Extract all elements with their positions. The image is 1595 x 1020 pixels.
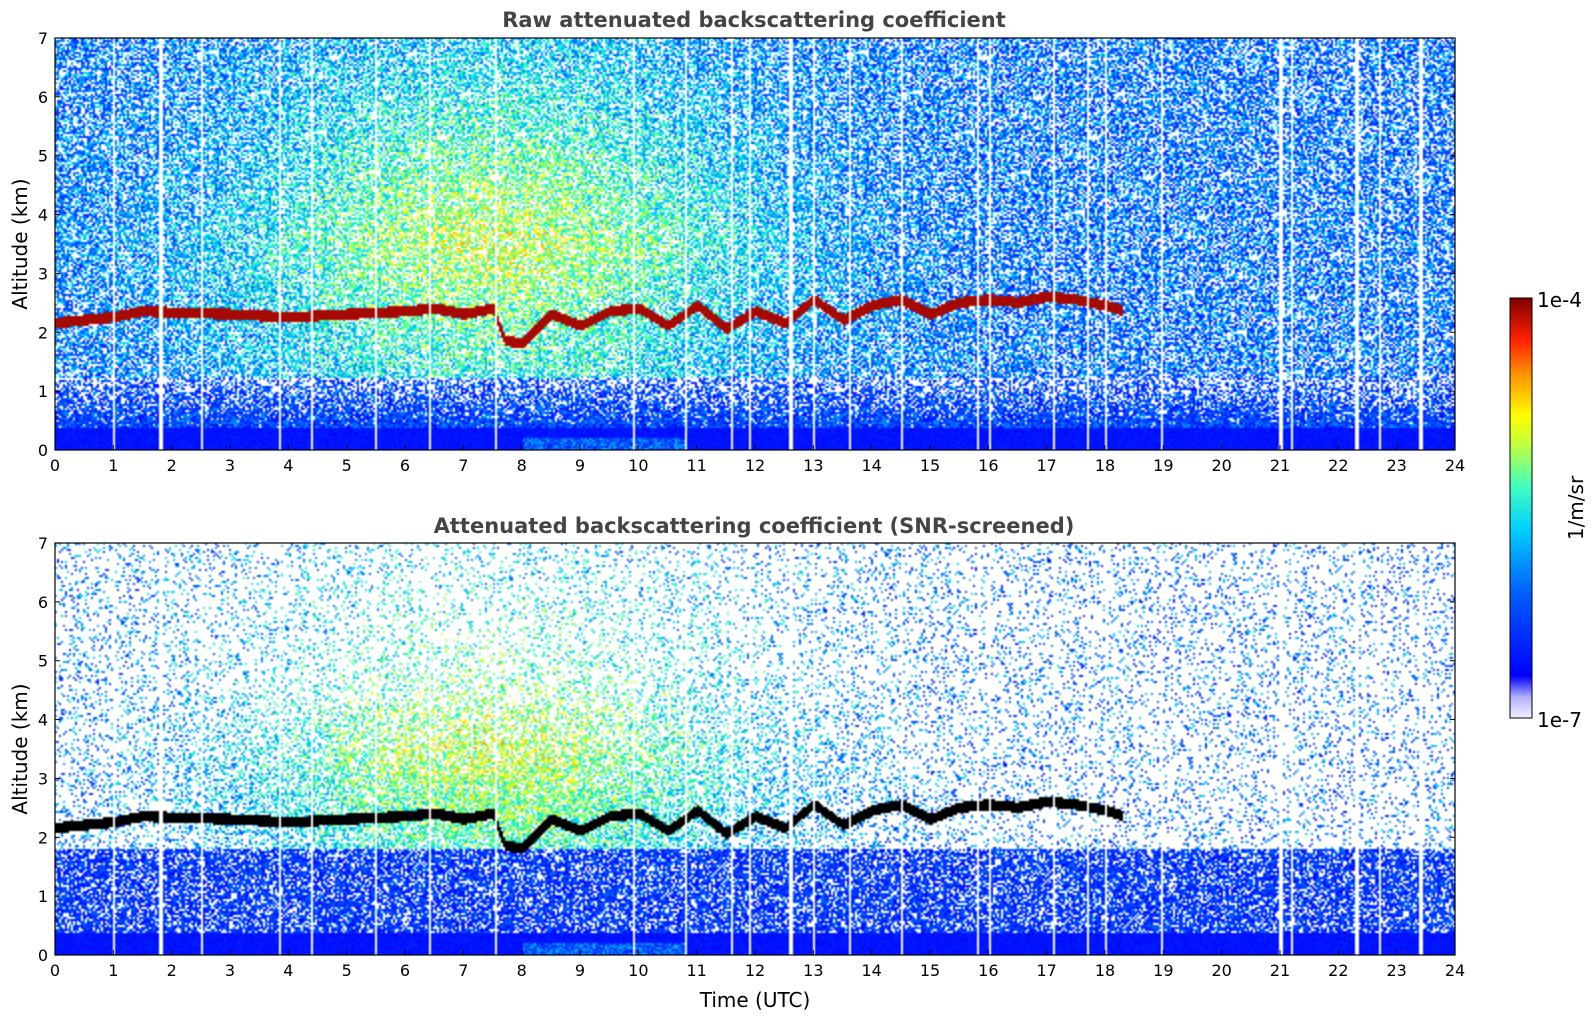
x-tick-label: 24	[1445, 961, 1465, 980]
x-tick-label: 13	[803, 456, 823, 475]
y-tick-label: 4	[38, 711, 48, 730]
y-tick-label: 2	[38, 828, 48, 847]
x-tick-label: 3	[225, 961, 235, 980]
x-tick-label: 5	[342, 961, 352, 980]
x-tick-label: 7	[458, 456, 468, 475]
y-tick-label: 0	[38, 441, 48, 460]
x-tick-label: 22	[1328, 961, 1348, 980]
y-tick-label: 4	[38, 206, 48, 225]
x-tick-label: 17	[1036, 961, 1056, 980]
x-tick-label: 14	[861, 961, 881, 980]
colorbar-min-label: 1e-7	[1537, 708, 1582, 732]
panel-screened-ylabel: Altitude (km)	[8, 683, 32, 814]
x-tick-label: 10	[628, 456, 648, 475]
colorbar: 1e-4 1e-7 1/m/sr	[1509, 288, 1588, 732]
colorbar-max-label: 1e-4	[1537, 288, 1582, 312]
panel-screened-x-ticks: 0 1 2 3 4 5 6 7 8 9 10 11 12 13 14 15 16 17 18 19 20 21 22 23 24	[50, 950, 1465, 980]
x-tick-label: 1	[108, 456, 118, 475]
panel-screened-heatmap-image	[55, 543, 1455, 955]
panel-screened: Attenuated backscattering coefficient (S…	[8, 514, 1465, 1012]
x-tick-label: 19	[1153, 456, 1173, 475]
y-tick-label: 5	[38, 652, 48, 671]
x-tick-label: 22	[1328, 456, 1348, 475]
x-tick-label: 4	[283, 961, 293, 980]
y-tick-label: 6	[38, 593, 48, 612]
panel-screened-title: Attenuated backscattering coefficient (S…	[434, 514, 1075, 538]
x-tick-label: 21	[1270, 961, 1290, 980]
x-tick-label: 11	[686, 456, 706, 475]
x-tick-label: 6	[400, 961, 410, 980]
y-tick-label: 1	[38, 382, 48, 401]
x-tick-label: 23	[1386, 961, 1406, 980]
y-tick-label: 6	[38, 88, 48, 107]
x-tick-label: 23	[1386, 456, 1406, 475]
x-tick-label: 11	[686, 961, 706, 980]
x-tick-label: 1	[108, 961, 118, 980]
y-tick-label: 1	[38, 887, 48, 906]
x-tick-label: 20	[1211, 456, 1231, 475]
panel-raw-x-ticks: 0 1 2 3 4 5 6 7 8 9 10 11 12 13 14 15 16 17 18 19 20 21 22 23 24	[50, 445, 1465, 475]
y-tick-label: 7	[38, 534, 48, 553]
x-tick-label: 7	[458, 961, 468, 980]
x-tick-label: 14	[861, 456, 881, 475]
x-tick-label: 18	[1095, 961, 1115, 980]
colorbar-unit-label: 1/m/sr	[1564, 475, 1588, 540]
panel-raw-y-ticks: 0 1 2 3 4 5 6 7	[38, 29, 1455, 460]
x-tick-label: 8	[517, 456, 527, 475]
x-tick-label: 8	[517, 961, 527, 980]
panel-screened-heatmap	[55, 543, 1455, 955]
panel-screened-y-ticks: 0 1 2 3 4 5 6 7	[38, 534, 1455, 965]
x-tick-label: 16	[978, 456, 998, 475]
x-tick-label: 12	[745, 961, 765, 980]
x-tick-label: 17	[1036, 456, 1056, 475]
x-tick-label: 3	[225, 456, 235, 475]
x-tick-label: 2	[167, 456, 177, 475]
x-tick-label: 18	[1095, 456, 1115, 475]
x-tick-label: 13	[803, 961, 823, 980]
x-tick-label: 20	[1211, 961, 1231, 980]
x-tick-label: 19	[1153, 961, 1173, 980]
x-tick-label: 16	[978, 961, 998, 980]
x-tick-label: 10	[628, 961, 648, 980]
x-tick-label: 0	[50, 456, 60, 475]
y-tick-label: 7	[38, 29, 48, 48]
panel-raw-heatmap	[55, 38, 1455, 450]
x-tick-label: 5	[342, 456, 352, 475]
panel-raw-ylabel: Altitude (km)	[8, 178, 32, 309]
colorbar-gradient	[1509, 297, 1533, 719]
x-tick-label: 15	[920, 961, 940, 980]
x-tick-label: 2	[167, 961, 177, 980]
y-tick-label: 3	[38, 769, 48, 788]
x-tick-label: 6	[400, 456, 410, 475]
y-tick-label: 5	[38, 147, 48, 166]
y-tick-label: 0	[38, 946, 48, 965]
x-tick-label: 9	[575, 456, 585, 475]
panel-screened-xlabel: Time (UTC)	[699, 988, 811, 1012]
x-tick-label: 24	[1445, 456, 1465, 475]
panel-raw: Raw attenuated backscattering coefficien…	[8, 8, 1465, 475]
panel-raw-heatmap-image	[55, 38, 1455, 450]
x-tick-label: 0	[50, 961, 60, 980]
x-tick-label: 21	[1270, 456, 1290, 475]
y-tick-label: 3	[38, 264, 48, 283]
x-tick-label: 12	[745, 456, 765, 475]
x-tick-label: 4	[283, 456, 293, 475]
x-tick-label: 15	[920, 456, 940, 475]
x-tick-label: 9	[575, 961, 585, 980]
panel-raw-title: Raw attenuated backscattering coefficien…	[502, 8, 1006, 32]
y-tick-label: 2	[38, 323, 48, 342]
